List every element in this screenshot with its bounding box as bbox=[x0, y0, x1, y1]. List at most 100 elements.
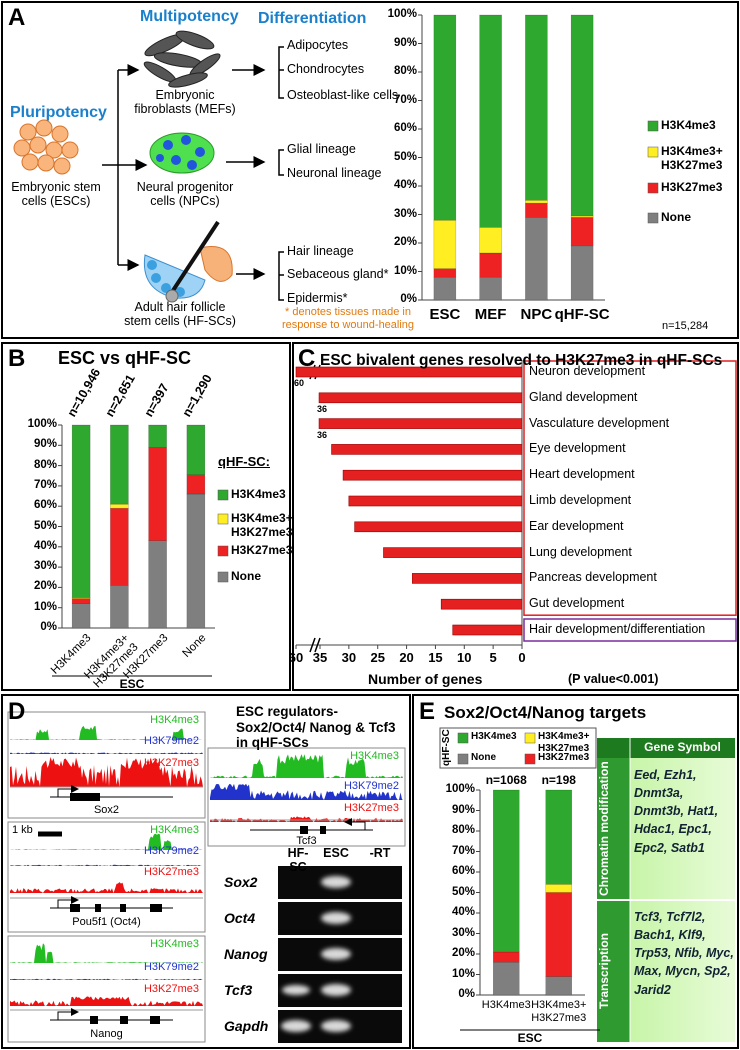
footnote: * denotes tissues made in response to wo… bbox=[281, 306, 415, 331]
x-tick-label: H3K4me3 bbox=[481, 999, 531, 1011]
x-tick-label: 10 bbox=[457, 650, 472, 665]
track-label: H3K27me3 bbox=[143, 757, 199, 769]
stage-label: Multipotency bbox=[140, 8, 239, 25]
output-label: Sebaceous gland* bbox=[287, 267, 389, 281]
annotation: (P value<0.001) bbox=[568, 672, 659, 686]
bar-segment bbox=[479, 276, 502, 301]
legend-title: qHF-SC bbox=[441, 729, 452, 767]
value-label: 60 bbox=[294, 378, 305, 388]
chart-title: ESC vs qHF-SC bbox=[58, 348, 192, 368]
bar bbox=[383, 547, 523, 558]
bar-segment bbox=[110, 503, 129, 509]
tss-arrow bbox=[57, 896, 79, 908]
esc-cells bbox=[13, 119, 79, 175]
category-label: Gland development bbox=[529, 389, 638, 404]
bar-segment bbox=[545, 789, 572, 885]
panel-frame bbox=[412, 694, 739, 1049]
output-label: Epidermis* bbox=[287, 291, 348, 305]
y-tick-label: 50% bbox=[33, 519, 57, 532]
bar bbox=[318, 392, 523, 404]
y-tick-label: 70% bbox=[451, 844, 475, 857]
value-label: 36 bbox=[317, 403, 328, 414]
axis-break bbox=[309, 637, 321, 653]
exon bbox=[120, 904, 126, 912]
legend-swatch bbox=[524, 753, 536, 765]
y-tick-label: 50% bbox=[393, 150, 417, 163]
y-tick-label: 30% bbox=[393, 207, 417, 220]
y-tick-label: 20% bbox=[393, 236, 417, 248]
track-label: H3K27me3 bbox=[143, 866, 199, 878]
bar-segment bbox=[433, 276, 457, 301]
category-label: Vasculature development bbox=[529, 415, 670, 430]
panel-label: A bbox=[8, 4, 26, 31]
legend-label: H3K4me3+ H3K27me3 bbox=[538, 731, 590, 754]
track-label: H3K79me2 bbox=[143, 735, 199, 747]
hair-follicle bbox=[143, 220, 233, 303]
y-tick-label: 60% bbox=[451, 865, 475, 877]
signal-track bbox=[210, 754, 403, 778]
output-label: Glial lineage bbox=[287, 142, 356, 156]
track-label: H3K27me3 bbox=[143, 983, 199, 995]
exon bbox=[95, 904, 101, 912]
annotation: n=15,284 bbox=[662, 320, 709, 332]
x-tick-label: 15 bbox=[428, 650, 443, 665]
bar-segment bbox=[570, 14, 594, 217]
gel-row: Oct4 bbox=[224, 910, 256, 926]
y-tick-label: 70% bbox=[393, 93, 417, 106]
x-tick-label: 60 bbox=[288, 650, 304, 665]
legend-swatch bbox=[217, 571, 229, 583]
gene-label: Tcf3 bbox=[296, 835, 317, 847]
bar bbox=[295, 366, 523, 378]
bar-segment bbox=[110, 507, 129, 586]
bar-segment bbox=[493, 961, 520, 996]
y-tick-label: 30% bbox=[451, 926, 475, 939]
legend-swatch bbox=[457, 753, 469, 765]
signal-track bbox=[10, 864, 203, 866]
gel-row: Nanog bbox=[224, 946, 268, 962]
bar-segment bbox=[110, 585, 129, 629]
x-tick-label: NPC bbox=[520, 306, 553, 323]
stage-label: Differentiation bbox=[258, 10, 367, 27]
gene-label: Pou5f1 (Oct4) bbox=[72, 916, 141, 928]
track-label: H3K4me3 bbox=[150, 714, 199, 726]
bar-segment bbox=[525, 202, 548, 218]
category-label: Hair development/differentiation bbox=[529, 622, 706, 636]
bar bbox=[354, 521, 523, 533]
y-tick-label: 70% bbox=[33, 478, 57, 491]
bar-segment bbox=[570, 245, 594, 301]
panel-frame bbox=[1, 342, 291, 691]
signal-track bbox=[10, 833, 203, 850]
gel-row: Sox2 bbox=[224, 874, 258, 890]
y-tick-label: 40% bbox=[33, 539, 57, 552]
y-tick-label: 60% bbox=[393, 122, 417, 134]
x-tick-label: 35 bbox=[312, 650, 328, 665]
bar-segment bbox=[148, 424, 167, 448]
bar-segment bbox=[186, 424, 206, 475]
track-frames bbox=[7, 711, 406, 1043]
bar-segment bbox=[110, 424, 129, 505]
chart-title: Sox2/Oct4/Nanog targets bbox=[444, 703, 647, 722]
bar-segment bbox=[493, 951, 520, 963]
track-label: H3K79me2 bbox=[143, 845, 199, 857]
bar-segment bbox=[493, 789, 520, 953]
bar-segment bbox=[525, 217, 548, 301]
gel-row: Gapdh bbox=[224, 1018, 269, 1034]
legend-label: H3K27me3 bbox=[538, 752, 590, 763]
legend-label: H3K4me3 bbox=[471, 731, 517, 742]
legend-swatch bbox=[647, 120, 659, 132]
table-category: Chromatin modification bbox=[597, 761, 611, 897]
legend-swatch bbox=[217, 513, 229, 525]
track-label: H3K27me3 bbox=[343, 802, 399, 814]
scale-label: 1 kb bbox=[12, 824, 33, 836]
legend-label: None bbox=[471, 752, 496, 763]
legend-swatch bbox=[647, 146, 659, 158]
signal-track bbox=[10, 978, 203, 980]
cell-label: Embryonic fibroblasts (MEFs) bbox=[134, 88, 236, 117]
legend-label: H3K4me3 bbox=[661, 118, 716, 132]
category-label: Gut development bbox=[529, 596, 625, 611]
panel-label: E bbox=[419, 698, 436, 725]
panel-label: B bbox=[8, 345, 26, 372]
bar-segment bbox=[186, 493, 206, 629]
